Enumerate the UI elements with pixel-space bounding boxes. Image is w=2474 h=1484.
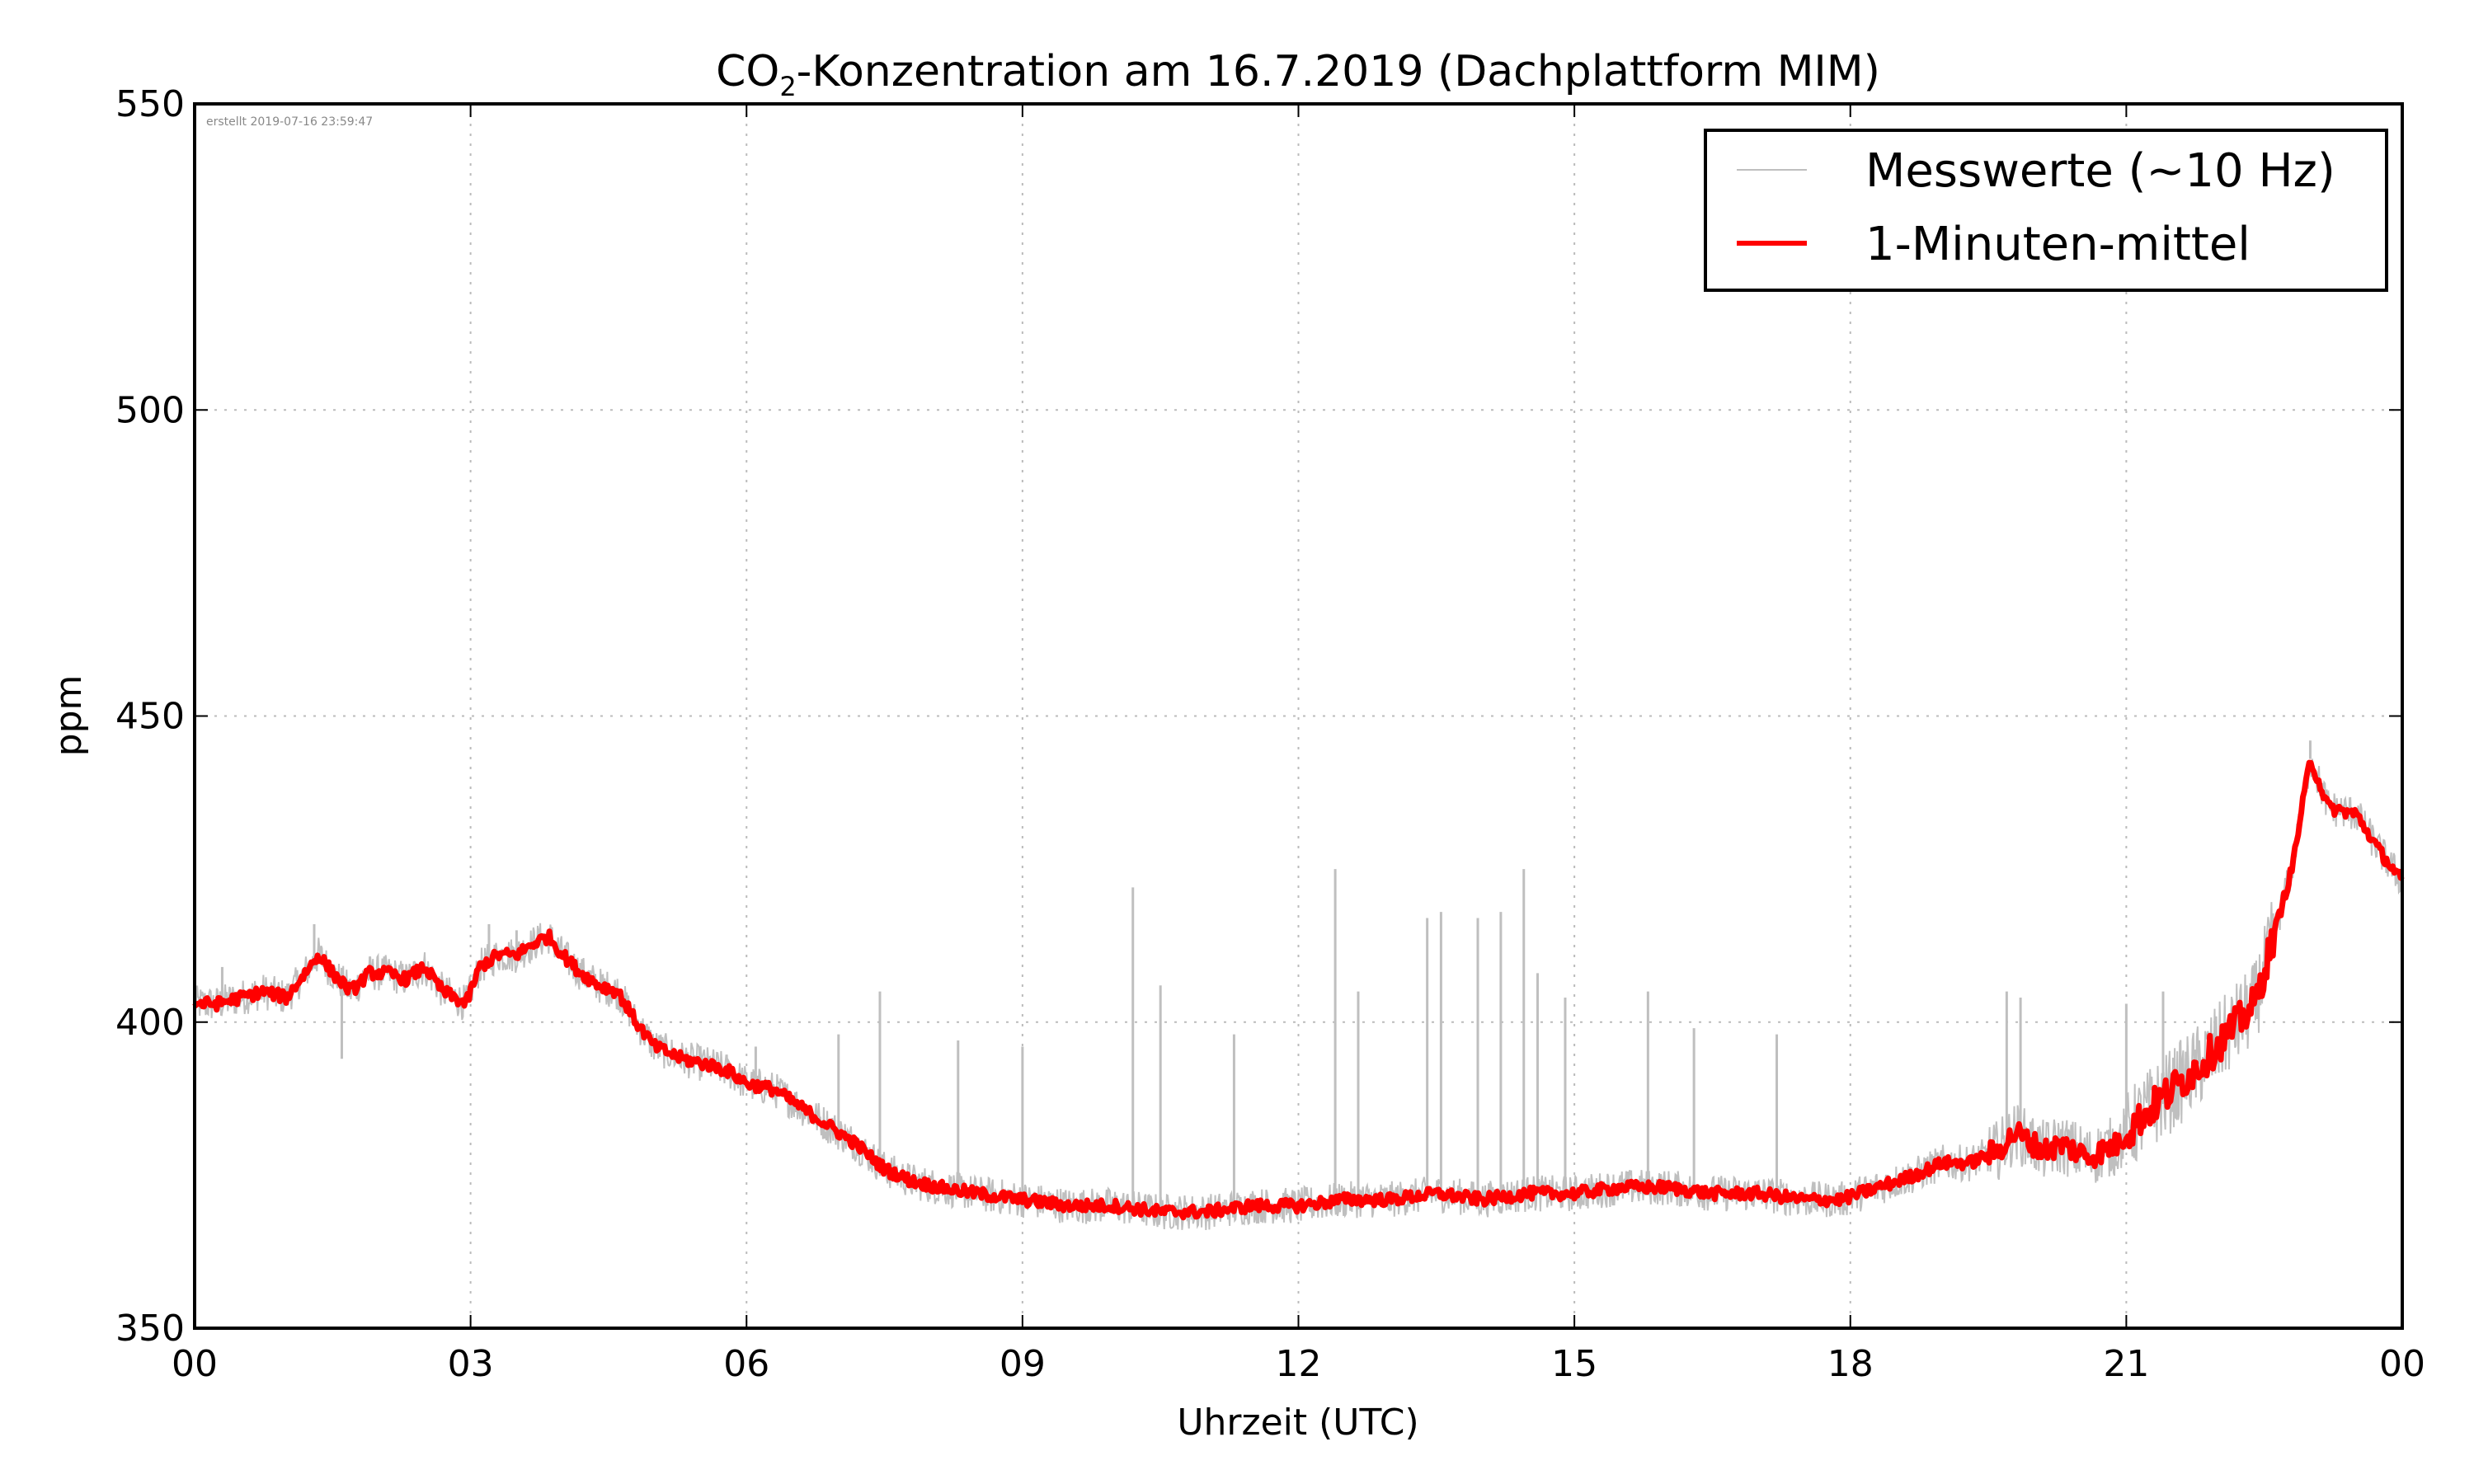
legend: Messwerte (~10 Hz) 1-Minuten-mittel [1704, 129, 2388, 292]
x-tick-label: 18 [1827, 1343, 1874, 1385]
legend-label-1-minuten-mittel: 1-Minuten-mittel [1865, 218, 2251, 271]
y-tick-label: 350 [115, 1308, 185, 1350]
x-tick-label: 03 [448, 1343, 494, 1385]
x-tick-labels: 00 03 06 09 12 15 18 21 00 [172, 1343, 2425, 1385]
x-tick-label: 15 [1551, 1343, 1597, 1385]
ticks [194, 103, 2403, 1329]
x-tick-label: 12 [1276, 1343, 1322, 1385]
chart-title: CO2-Konzentration am 16.7.2019 (Dachplat… [716, 47, 1880, 102]
series-1-minuten-mittel-line [192, 759, 2405, 1221]
legend-box [1704, 129, 2388, 292]
y-tick-label: 400 [115, 1002, 185, 1044]
timestamp-note: erstellt 2019-07-16 23:59:47 [206, 115, 373, 129]
x-tick-label: 06 [723, 1343, 769, 1385]
y-tick-label: 450 [115, 696, 185, 738]
legend-label-messwerte: Messwerte (~10 Hz) [1865, 144, 2335, 198]
x-tick-label: 00 [172, 1343, 218, 1385]
x-axis-label: Uhrzeit (UTC) [1177, 1402, 1418, 1444]
y-tick-labels: 350 400 450 500 550 [115, 83, 185, 1350]
y-tick-label: 550 [115, 83, 185, 125]
x-tick-label: 21 [2103, 1343, 2149, 1385]
x-tick-label: 00 [2379, 1343, 2425, 1385]
series-1-minuten-mittel [192, 758, 2405, 1221]
y-tick-label: 500 [115, 389, 185, 431]
x-tick-label: 09 [999, 1343, 1046, 1385]
y-axis-label: ppm [48, 675, 90, 757]
